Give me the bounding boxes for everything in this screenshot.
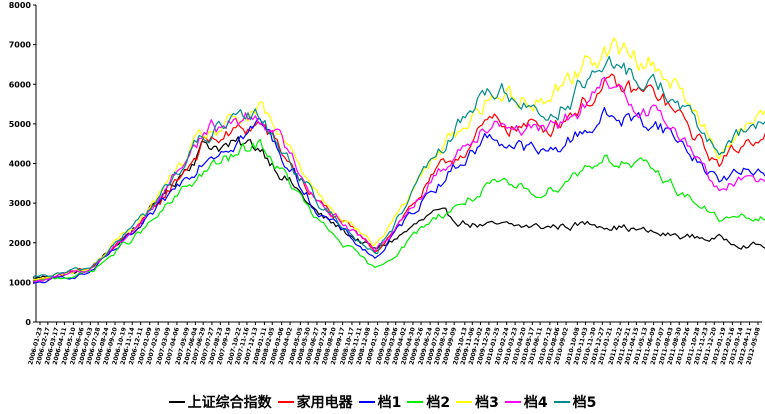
y-tick-label: 1000: [9, 278, 32, 287]
y-tick-label: 5000: [9, 120, 32, 129]
series-lines: [32, 37, 765, 285]
y-tick-label: 0: [25, 318, 31, 327]
legend-swatch: [168, 401, 185, 403]
legend-label: 家用电器: [296, 395, 353, 411]
y-tick-label: 6000: [9, 80, 32, 89]
series-line: [32, 55, 765, 278]
legend-swatch: [358, 401, 375, 403]
legend-swatch: [277, 401, 294, 403]
y-tick-label: 2000: [9, 239, 32, 248]
x-axis: 2006-01-232006-02-172006-03-172006-04-11…: [27, 321, 762, 366]
legend-label: 档2: [426, 395, 451, 411]
y-tick-label: 8000: [9, 1, 32, 10]
legend-item: 档1: [358, 392, 402, 412]
line-chart: 0 1000 2000 3000 4000 5000 6000 7000 8000 2006-0…: [9, 1, 765, 366]
legend-swatch: [504, 401, 521, 403]
series-line: [32, 138, 765, 283]
legend-item: 家用电器: [277, 392, 353, 412]
legend-label: 档4: [523, 395, 548, 411]
legend-item: 档4: [504, 392, 548, 412]
y-tick-label: 3000: [9, 199, 32, 208]
legend-swatch: [456, 401, 473, 403]
y-tick-label: 4000: [9, 160, 32, 169]
series-line: [33, 37, 765, 280]
legend: 上证综合指数 家用电器 档1 档2 档3 档4 档5: [0, 392, 765, 412]
legend-item: 档5: [553, 392, 597, 412]
legend-label: 档5: [572, 395, 597, 411]
series-line: [32, 136, 765, 280]
legend-label: 档1: [377, 395, 402, 411]
y-axis: 0 1000 2000 3000 4000 5000 6000 7000 8000: [9, 1, 37, 327]
legend-swatch: [553, 401, 570, 403]
legend-item: 档3: [456, 392, 499, 412]
series-line: [32, 106, 765, 285]
legend-item: 档2: [407, 392, 450, 412]
legend-item: 上证综合指数: [168, 392, 272, 412]
legend-swatch: [407, 401, 424, 403]
y-tick-label: 7000: [9, 41, 32, 50]
legend-label: 上证综合指数: [187, 395, 272, 411]
legend-label: 档3: [475, 395, 499, 411]
